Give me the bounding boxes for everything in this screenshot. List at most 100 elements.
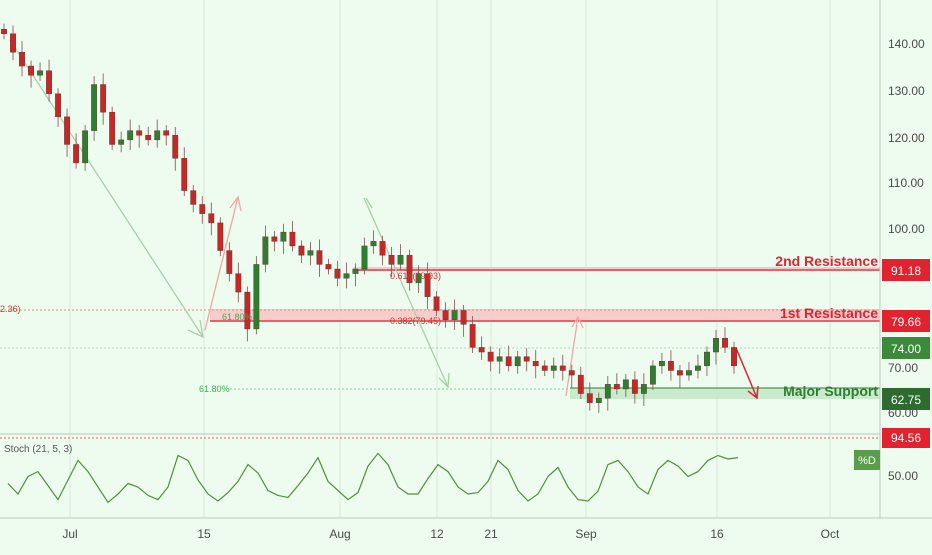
candle bbox=[704, 351, 710, 367]
price-tick: 100.00 bbox=[888, 222, 925, 236]
zone-1st-resistance bbox=[210, 309, 880, 322]
candle bbox=[325, 264, 332, 270]
tag-1st-resistance bbox=[882, 310, 930, 332]
stoch-legend-box bbox=[854, 450, 880, 470]
candle bbox=[568, 370, 575, 376]
zone-2nd-resistance bbox=[353, 267, 880, 271]
time-tick: Sep bbox=[575, 527, 597, 541]
trend-arrows bbox=[9, 39, 759, 400]
price-tick: 120.00 bbox=[888, 131, 925, 145]
candle bbox=[677, 370, 683, 376]
stoch-legend: %D bbox=[858, 455, 876, 467]
candle bbox=[496, 356, 503, 362]
fib-label-0382: 0.382(79.45) bbox=[390, 316, 441, 326]
tag-2nd-resistance-text: 91.18 bbox=[891, 264, 921, 278]
candle bbox=[55, 93, 61, 118]
tag-2nd-resistance bbox=[882, 259, 930, 281]
tag-last-price-text: 74.00 bbox=[891, 342, 921, 356]
candle bbox=[10, 33, 16, 53]
candle bbox=[37, 70, 43, 76]
candle bbox=[487, 351, 494, 362]
candle bbox=[451, 310, 458, 320]
tag-last-price bbox=[882, 337, 930, 359]
candle bbox=[289, 231, 296, 247]
tag-stoch-text: 94.56 bbox=[891, 431, 921, 445]
candle bbox=[253, 264, 260, 330]
candle bbox=[550, 365, 557, 371]
candle bbox=[163, 130, 170, 136]
candle bbox=[406, 254, 413, 284]
candle bbox=[352, 268, 359, 274]
candle bbox=[631, 379, 638, 394]
candle bbox=[505, 356, 512, 367]
candle bbox=[244, 291, 251, 330]
candle bbox=[686, 370, 692, 376]
candle bbox=[172, 135, 179, 159]
candle bbox=[469, 324, 476, 348]
candle bbox=[64, 116, 70, 145]
candle bbox=[559, 365, 566, 371]
fib-label-left-green: 61.80% bbox=[222, 312, 253, 322]
price-tick: 110.00 bbox=[888, 176, 924, 190]
candle bbox=[613, 384, 620, 390]
time-tick: Oct bbox=[821, 527, 840, 541]
candle bbox=[145, 135, 152, 141]
candle bbox=[136, 130, 143, 136]
candle bbox=[722, 338, 728, 348]
candle bbox=[154, 130, 161, 141]
candle bbox=[307, 250, 314, 256]
candle bbox=[262, 236, 269, 265]
candle bbox=[208, 213, 215, 224]
candle bbox=[73, 144, 80, 164]
candle bbox=[523, 356, 530, 362]
fib-label-0618: 0.618(89.93) bbox=[390, 271, 441, 281]
price-axis-ticks: 140.00 130.00 120.00 110.00 100.00 70.00… bbox=[888, 37, 925, 420]
time-tick: 15 bbox=[197, 527, 211, 541]
candle bbox=[731, 347, 737, 367]
candle bbox=[460, 310, 467, 325]
stoch-line bbox=[7, 452, 739, 504]
fib-label-green-lower: 61.80% bbox=[199, 384, 230, 394]
price-tick: 70.00 bbox=[888, 361, 918, 375]
candle bbox=[604, 384, 611, 399]
candle bbox=[46, 70, 52, 94]
candle bbox=[649, 365, 656, 385]
candle bbox=[298, 245, 305, 256]
candle bbox=[361, 245, 368, 270]
candle bbox=[1, 28, 7, 34]
candle bbox=[280, 231, 287, 242]
tag-major-support-text: 62.75 bbox=[891, 393, 921, 407]
candle bbox=[91, 84, 98, 131]
candle bbox=[622, 379, 629, 390]
tag-major-support bbox=[882, 388, 930, 410]
candle bbox=[668, 361, 674, 371]
time-axis-ticks: Jul 15 Aug 12 21 Sep 16 Oct bbox=[62, 527, 840, 541]
candle bbox=[433, 296, 440, 311]
candle bbox=[541, 365, 548, 371]
candle bbox=[19, 52, 25, 67]
candle bbox=[577, 374, 584, 394]
label-2nd-resistance: 2nd Resistance bbox=[775, 253, 878, 269]
candle bbox=[217, 222, 224, 251]
price-tick: 140.00 bbox=[888, 37, 925, 51]
candle bbox=[190, 190, 197, 205]
candle bbox=[478, 347, 485, 353]
candle bbox=[370, 241, 377, 247]
label-major-support: Major Support bbox=[783, 383, 878, 399]
candle bbox=[532, 361, 539, 367]
candle bbox=[199, 204, 206, 214]
candle bbox=[100, 84, 107, 113]
time-tick: 16 bbox=[710, 527, 724, 541]
candle bbox=[226, 250, 233, 274]
candle bbox=[713, 338, 719, 353]
candle bbox=[28, 65, 34, 76]
time-tick: Jul bbox=[62, 527, 77, 541]
candle bbox=[271, 236, 278, 242]
candle bbox=[181, 158, 188, 191]
candle bbox=[415, 273, 422, 284]
candle bbox=[424, 273, 431, 297]
candle bbox=[379, 241, 386, 256]
candle bbox=[442, 310, 449, 320]
